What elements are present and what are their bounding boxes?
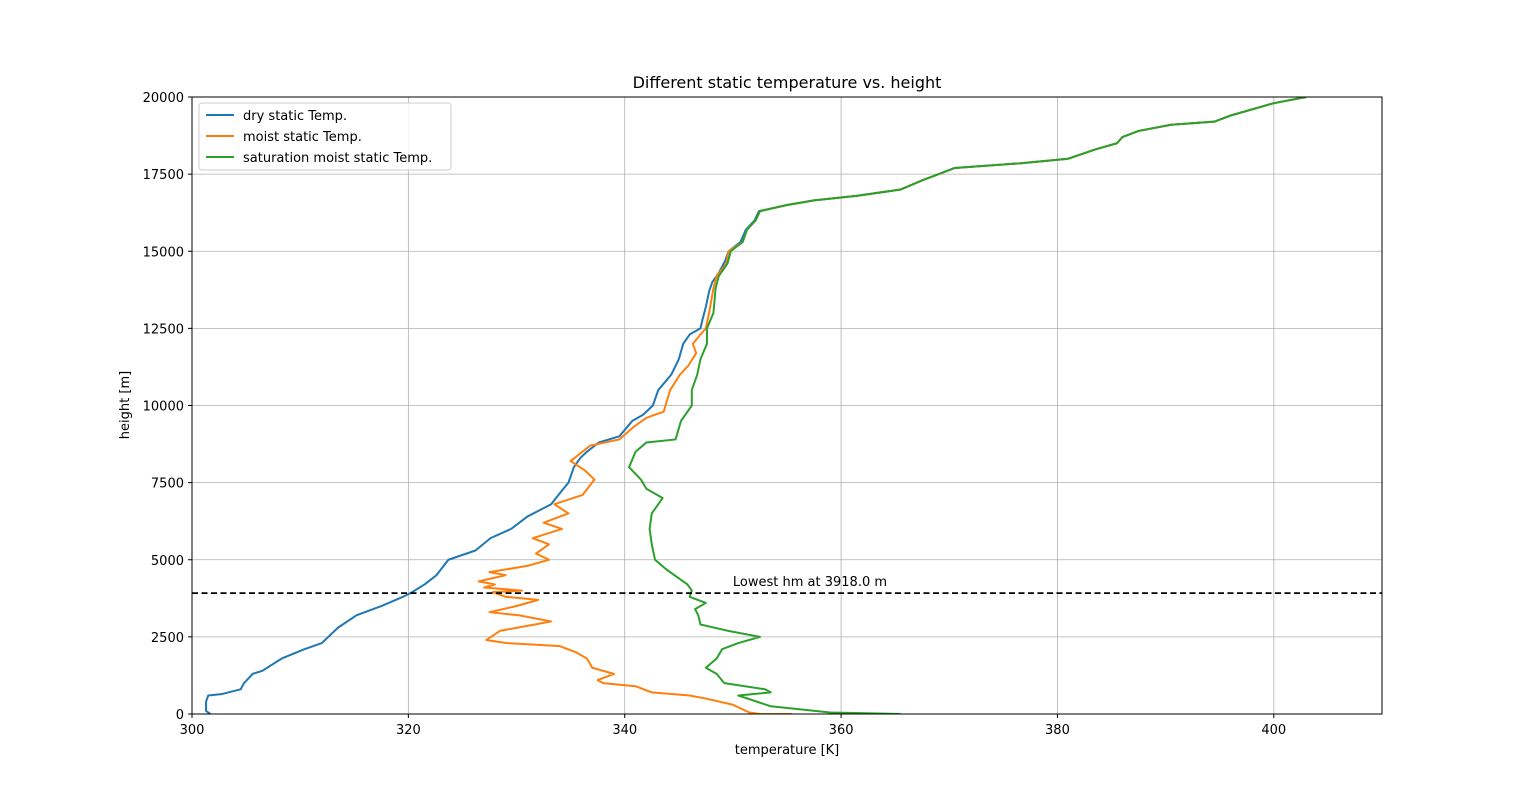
x-tick-label: 300 [180,723,205,738]
axes: 300 320 340 360 380 400 0 2500 5000 7500 10000 1250… [143,91,1383,738]
x-axis-label: temperature [K] [735,743,840,758]
series-line-3 [628,97,1307,714]
y-tick-label: 10000 [143,400,184,415]
legend-label-2: moist static Temp. [243,130,362,145]
x-tick-label: 380 [1045,723,1070,738]
y-axis-label: height [m] [118,371,133,439]
y-tick-label: 17500 [143,168,184,183]
x-tick-label: 360 [829,723,854,738]
x-tick-label: 320 [396,723,421,738]
y-tick-label: 20000 [143,91,184,106]
y-tick-label: 5000 [151,554,184,569]
x-tick-label: 400 [1261,723,1286,738]
y-tick-label: 15000 [143,245,184,260]
y-tick-label: 7500 [151,477,184,492]
chart-title: Different static temperature vs. height [633,73,942,92]
legend-box [198,102,452,171]
legend-label-3: saturation moist static Temp. [243,151,432,166]
plot-area: Lowest hm at 3918.0 m [192,97,1382,714]
legend-label-1: dry static Temp. [243,109,347,124]
lowest-hm-annotation: Lowest hm at 3918.0 m [733,575,887,590]
y-tick-label: 0 [176,708,184,723]
legend: dry static Temp. moist static Temp. satura… [198,102,452,171]
y-tick-label: 12500 [143,322,184,337]
x-tick-label: 340 [612,723,637,738]
y-tick-label: 2500 [151,631,184,646]
